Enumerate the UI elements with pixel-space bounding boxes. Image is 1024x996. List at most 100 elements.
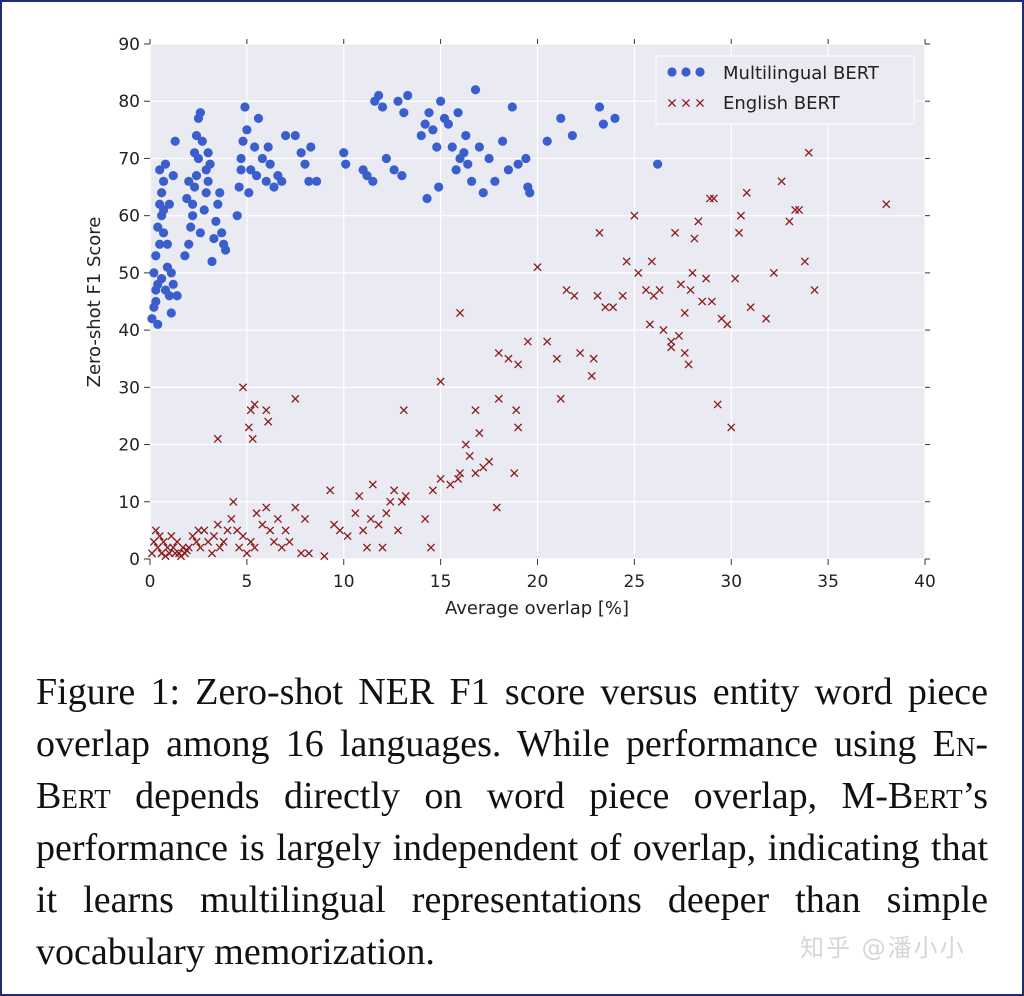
point-multilingual-bert: [211, 216, 221, 226]
point-english-bert: [235, 543, 244, 552]
point-multilingual-bert: [250, 142, 260, 152]
point-multilingual-bert: [567, 130, 577, 141]
point-english-bert: [250, 543, 259, 552]
point-english-bert: [618, 291, 627, 300]
point-english-bert: [194, 526, 203, 535]
point-multilingual-bert: [420, 119, 430, 129]
point-multilingual-bert: [234, 182, 244, 192]
series-1: [147, 148, 891, 561]
point-english-bert: [436, 474, 445, 483]
point-english-bert: [285, 537, 294, 546]
point-multilingual-bert: [498, 136, 508, 146]
point-english-bert: [351, 509, 360, 518]
point-multilingual-bert: [158, 228, 169, 238]
y-axis-ticks: 0 10 20 30 40 50 60 70 80 90: [118, 35, 930, 570]
figure-caption: Figure 1: Zero-shot NER F1 score versus …: [36, 666, 988, 978]
point-multilingual-bert: [653, 159, 663, 169]
point-english-bert: [366, 514, 375, 524]
point-english-bert: [359, 526, 368, 535]
point-multilingual-bert: [155, 239, 165, 249]
point-english-bert: [645, 320, 654, 329]
y-tick-label: 60: [118, 207, 140, 227]
point-english-bert: [393, 526, 403, 535]
point-multilingual-bert: [474, 142, 484, 152]
point-multilingual-bert: [215, 188, 225, 198]
point-english-bert: [562, 285, 571, 295]
x-tick-label: 10: [333, 572, 355, 592]
point-english-bert: [736, 211, 745, 220]
point-english-bert: [593, 291, 602, 300]
point-multilingual-bert: [598, 119, 608, 129]
point-english-bert: [533, 263, 542, 272]
point-english-bert: [634, 268, 643, 277]
point-multilingual-bert: [362, 171, 372, 181]
point-english-bert: [795, 205, 804, 215]
point-english-bert: [428, 486, 437, 495]
y-tick-label: 0: [129, 550, 140, 570]
data-points: [147, 85, 891, 561]
point-english-bert: [676, 280, 685, 289]
grid-lines: [149, 43, 926, 560]
x-tick-label: 35: [817, 572, 839, 592]
point-multilingual-bert: [157, 188, 167, 198]
point-multilingual-bert: [203, 148, 213, 158]
point-english-bert: [155, 532, 164, 541]
point-multilingual-bert: [168, 171, 178, 181]
point-multilingual-bert: [244, 188, 254, 198]
legend-label-multilingual-bert: Multilingual BERT: [723, 63, 880, 84]
point-english-bert: [659, 326, 668, 335]
point-multilingual-bert: [189, 148, 200, 158]
point-english-bert: [421, 514, 430, 524]
x-axis-label: Average overlap [%]: [445, 598, 629, 619]
point-english-bert: [723, 320, 732, 329]
legend-marker-english-bert: [695, 98, 705, 108]
point-english-bert: [238, 383, 248, 392]
point-english-bert: [465, 451, 474, 461]
point-english-bert: [159, 537, 168, 546]
point-english-bert: [523, 337, 532, 346]
point-multilingual-bert: [189, 182, 200, 192]
point-english-bert: [455, 308, 465, 318]
point-multilingual-bert: [153, 222, 163, 232]
point-english-bert: [401, 491, 410, 501]
x-tick-label: 30: [720, 572, 742, 592]
point-multilingual-bert: [240, 102, 250, 112]
point-english-bert: [215, 543, 224, 552]
caption-label: Figure 1:: [36, 671, 181, 713]
point-english-bert: [630, 211, 639, 220]
point-english-bert: [273, 514, 282, 524]
point-multilingual-bert: [195, 228, 205, 238]
point-multilingual-bert: [393, 96, 403, 106]
point-english-bert: [492, 503, 501, 512]
point-english-bert: [707, 297, 716, 306]
point-multilingual-bert: [195, 108, 205, 118]
point-multilingual-bert: [203, 176, 213, 186]
point-english-bert: [622, 257, 631, 266]
point-multilingual-bert: [207, 256, 217, 267]
point-multilingual-bert: [521, 153, 531, 164]
point-english-bert: [475, 429, 484, 438]
point-english-bert: [178, 543, 187, 552]
point-multilingual-bert: [261, 176, 271, 186]
point-english-bert: [362, 543, 372, 552]
point-english-bert: [223, 526, 232, 535]
point-english-bert: [304, 549, 313, 558]
point-english-bert: [291, 503, 300, 512]
point-english-bert: [694, 217, 703, 226]
point-multilingual-bert: [191, 171, 202, 181]
point-english-bert: [667, 343, 676, 352]
point-multilingual-bert: [556, 113, 566, 123]
point-english-bert: [882, 200, 891, 209]
point-english-bert: [485, 457, 494, 466]
point-english-bert: [762, 314, 771, 323]
point-english-bert: [219, 537, 228, 546]
point-english-bert: [343, 532, 352, 541]
point-multilingual-bert: [257, 153, 267, 164]
point-english-bert: [641, 285, 651, 295]
point-english-bert: [556, 394, 565, 403]
point-english-bert: [207, 549, 217, 558]
point-english-bert: [769, 268, 778, 277]
point-multilingual-bert: [389, 165, 399, 175]
point-english-bert: [250, 400, 259, 409]
point-multilingual-bert: [153, 319, 163, 329]
